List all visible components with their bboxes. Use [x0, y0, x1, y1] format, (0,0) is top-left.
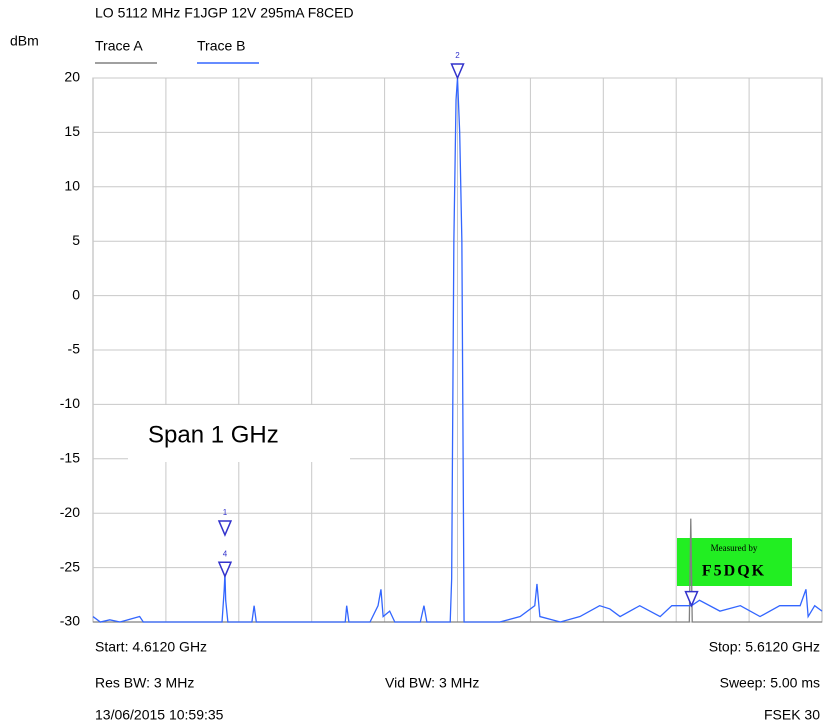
marker-label: 4	[223, 549, 228, 558]
measured-box	[677, 538, 792, 586]
span-annotation: Span 1 GHz	[148, 421, 279, 448]
y-tick-label: 20	[64, 69, 80, 85]
footer-model: FSEK 30	[764, 707, 820, 723]
y-tick-label: -30	[60, 613, 80, 629]
footer-sweep: Sweep: 5.00 ms	[720, 675, 820, 691]
y-axis-label: dBm	[10, 33, 39, 49]
marker	[217, 561, 233, 579]
footer-vid-bw: Vid BW: 3 MHz	[385, 675, 479, 691]
footer-res-bw: Res BW: 3 MHz	[95, 675, 194, 691]
footer-stop: Stop: 5.6120 GHz	[709, 639, 820, 655]
marker	[450, 63, 465, 80]
span-box	[128, 405, 350, 462]
y-tick-label: -20	[60, 504, 80, 520]
y-tick-label: -25	[60, 558, 80, 574]
legend-label: Trace A	[95, 38, 143, 54]
chart-title: LO 5112 MHz F1JGP 12V 295mA F8CED	[95, 5, 354, 21]
y-tick-label: 5	[72, 232, 80, 248]
measured-by: Measured by	[711, 543, 758, 553]
legend-label: Trace B	[197, 38, 246, 54]
marker-label: 1	[223, 508, 228, 517]
y-tick-label: -10	[60, 395, 80, 411]
y-tick-label: 15	[64, 123, 80, 139]
y-tick-label: -5	[68, 341, 81, 357]
footer-start: Start: 4.6120 GHz	[95, 639, 207, 655]
callsign: F5DQK	[702, 563, 766, 580]
y-tick-label: -15	[60, 450, 80, 466]
traces	[92, 77, 823, 623]
trace-line	[92, 77, 823, 623]
y-tick-label: 10	[64, 178, 80, 194]
marker	[684, 590, 699, 608]
marker	[217, 520, 233, 537]
y-tick-label: 0	[72, 286, 80, 302]
footer-date: 13/06/2015 10:59:35	[95, 707, 224, 723]
marker-label: 2	[455, 51, 460, 60]
